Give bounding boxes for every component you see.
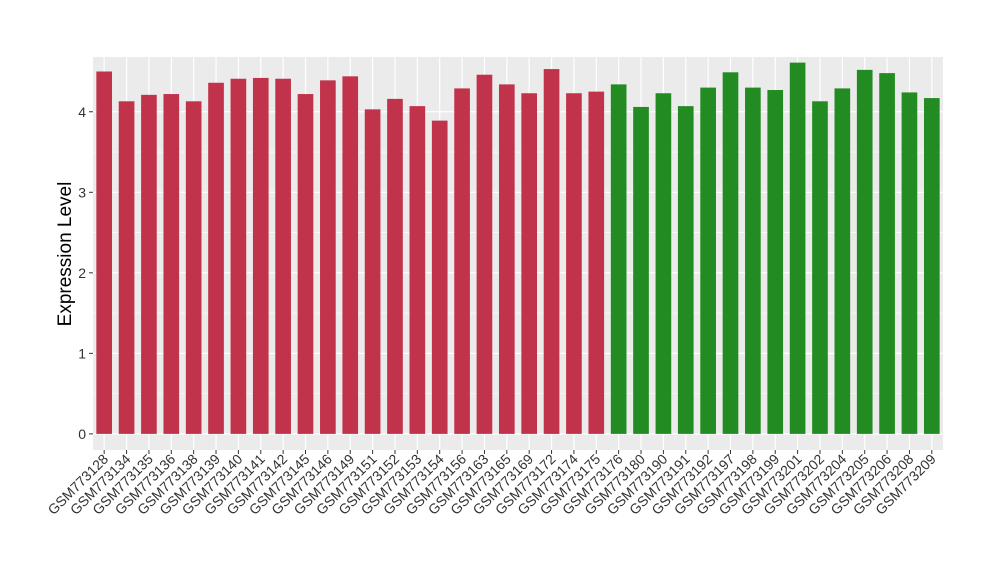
- bar-GSM773209: [923, 98, 940, 434]
- bar-GSM773154: [431, 120, 448, 434]
- bar-GSM773190: [655, 93, 672, 434]
- bar-GSM773153: [409, 106, 426, 434]
- y-tick-label: 3: [78, 184, 86, 200]
- bar-GSM773206: [879, 73, 895, 434]
- bar-GSM773152: [387, 98, 403, 434]
- bar-GSM773134: [118, 101, 135, 434]
- bar-GSM773163: [476, 74, 493, 434]
- bar-GSM773139: [208, 82, 224, 434]
- bar-GSM773201: [789, 62, 806, 434]
- bar-GSM773208: [901, 92, 918, 434]
- bar-GSM773198: [745, 87, 761, 434]
- bar-GSM773138: [185, 101, 202, 434]
- y-tick-label: 1: [78, 345, 86, 361]
- bar-GSM773199: [767, 90, 784, 434]
- bar-GSM773141: [252, 77, 269, 434]
- bar-GSM773128: [96, 71, 113, 434]
- bar-GSM773140: [230, 78, 247, 434]
- bars: [96, 62, 940, 434]
- bar-GSM773136: [163, 94, 180, 434]
- y-axis: 0 1 2 3 4: [78, 104, 93, 442]
- y-axis-label: Expression Level: [55, 182, 76, 327]
- bar-GSM773205: [856, 69, 873, 434]
- bar-GSM773145: [297, 94, 314, 434]
- bar-GSM773149: [342, 76, 359, 434]
- y-tick-label: 4: [78, 104, 86, 120]
- bar-GSM773135: [141, 94, 157, 434]
- bar-GSM773175: [588, 91, 605, 434]
- x-axis: GSM773128GSM773134GSM773135GSM773136GSM7…: [44, 450, 939, 518]
- bar-GSM773172: [543, 69, 560, 434]
- bar-GSM773197: [722, 72, 739, 434]
- bar-GSM773169: [521, 93, 538, 434]
- bar-GSM773180: [633, 106, 649, 434]
- bar-GSM773142: [275, 78, 291, 434]
- bar-GSM773146: [320, 80, 336, 434]
- bar-GSM773176: [610, 84, 627, 434]
- bar-GSM773204: [834, 88, 851, 434]
- bar-GSM773192: [700, 87, 716, 434]
- bar-GSM773151: [364, 109, 381, 434]
- bar-GSM773202: [812, 101, 828, 434]
- bar-GSM773156: [454, 88, 470, 434]
- y-tick-label: 0: [78, 426, 86, 442]
- bar-GSM773191: [677, 106, 694, 434]
- y-tick-label: 2: [78, 265, 86, 281]
- bar-GSM773174: [566, 93, 582, 434]
- bar-GSM773165: [498, 84, 515, 434]
